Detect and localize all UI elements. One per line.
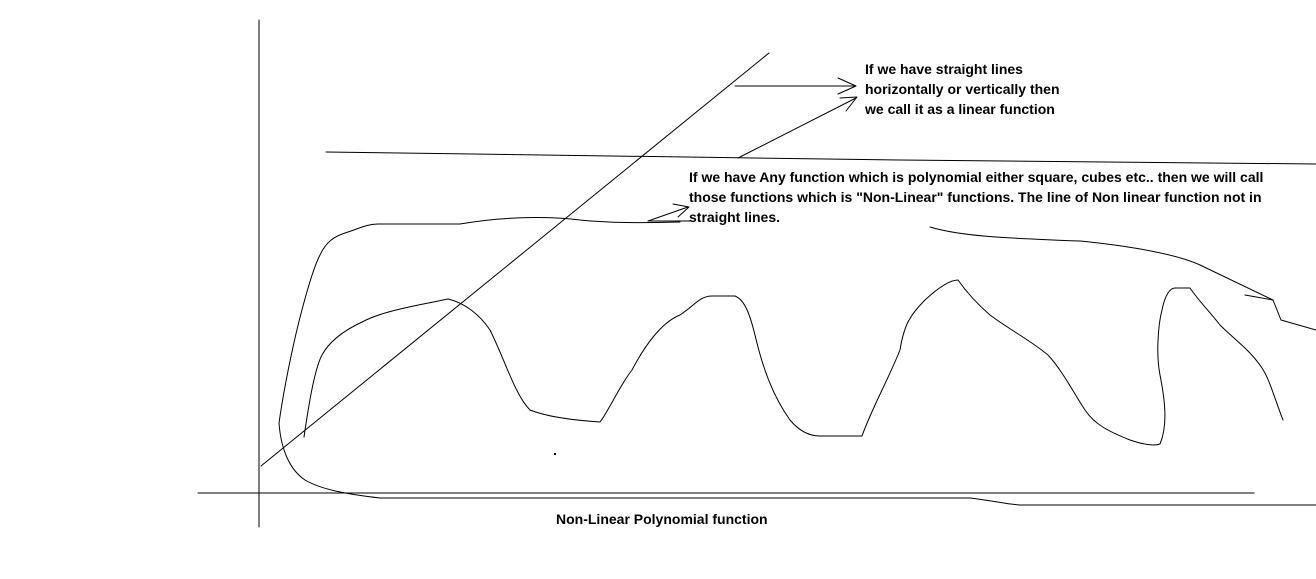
horizontal-straight-line	[325, 151, 1316, 165]
nonlinear-function-note: If we have Any function which is polynom…	[689, 169, 1264, 225]
arrow-to-nonlinear-note	[647, 203, 691, 222]
ink-speck	[554, 453, 556, 455]
note-leader-stroke	[929, 226, 1274, 301]
note-leader-tick	[1244, 294, 1274, 301]
wavy-polynomial-curve	[303, 279, 1284, 446]
diagram-caption: Non-Linear Polynomial function	[556, 511, 768, 527]
saturating-curve	[278, 216, 1316, 506]
arrow-to-linear-note-upper	[734, 77, 857, 95]
diagonal-straight-line	[260, 52, 770, 467]
linear-function-note: If we have straight lines horizontally o…	[865, 61, 1060, 117]
note-leader-end	[1272, 299, 1316, 331]
arrow-to-linear-note-lower	[737, 96, 858, 159]
